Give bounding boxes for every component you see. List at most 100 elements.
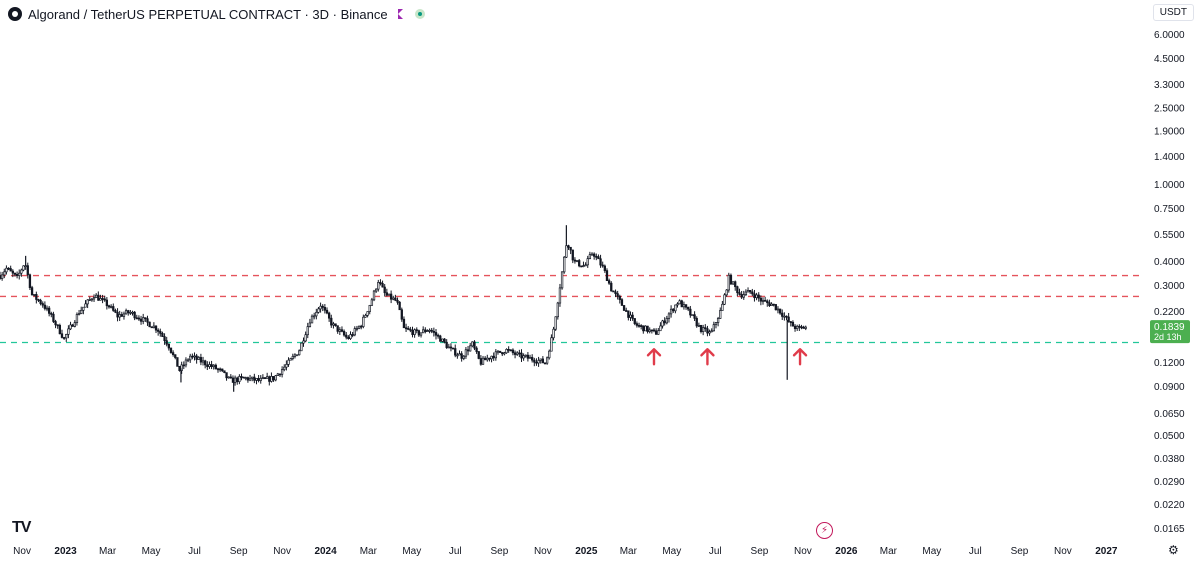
candle-body — [144, 317, 147, 320]
bolt-icon[interactable]: ⚡ — [816, 522, 833, 539]
candle-body — [221, 368, 224, 372]
candle-body — [593, 253, 596, 257]
candle-body — [58, 324, 61, 335]
candle-body — [189, 355, 192, 361]
candle-body — [744, 291, 748, 295]
candle-body — [746, 290, 750, 293]
candle-body — [755, 294, 758, 299]
candle-body — [178, 366, 181, 372]
candle-body — [22, 265, 25, 271]
candle-body — [372, 290, 376, 301]
candle-body — [347, 336, 350, 340]
candle-body — [11, 270, 14, 274]
x-tick-label: May — [922, 546, 941, 557]
candle-body — [154, 325, 158, 331]
candle-body — [413, 329, 416, 335]
symbol-title[interactable]: Algorand / TetherUS PERPETUAL CONTRACT ·… — [28, 6, 388, 22]
candle-body — [456, 354, 459, 357]
x-tick-label: Jul — [709, 546, 722, 557]
candle-body — [603, 265, 606, 271]
candle-body — [648, 329, 651, 332]
candle-body — [227, 376, 230, 379]
candle-body — [45, 307, 49, 310]
candle-body — [302, 340, 305, 344]
candle-body — [753, 293, 756, 299]
candle-body — [441, 338, 444, 342]
candle-body — [9, 268, 12, 272]
candle-body — [259, 377, 262, 381]
candle-body — [680, 300, 683, 308]
candle-body — [599, 258, 602, 266]
candle-body — [507, 348, 510, 351]
tradingview-logo[interactable]: TV — [12, 519, 31, 536]
candle-body — [253, 376, 256, 381]
candle-body — [721, 303, 724, 311]
candle-body — [490, 355, 493, 360]
candle-body — [633, 318, 636, 324]
candle-body — [246, 377, 250, 381]
candle-body — [464, 349, 468, 357]
x-tick-label: Mar — [620, 546, 638, 557]
candle-body — [430, 329, 433, 332]
candle-body — [75, 314, 79, 323]
candle-body — [24, 265, 27, 267]
candle-body — [71, 324, 74, 327]
candle-body — [377, 282, 380, 290]
candle-body — [571, 249, 574, 261]
candle-body — [443, 338, 446, 343]
candle-body — [251, 376, 254, 379]
candle-body — [695, 318, 698, 327]
candle-body — [486, 357, 489, 361]
candle-body — [319, 305, 322, 310]
candle-body — [432, 330, 436, 333]
candle-body — [101, 298, 104, 300]
candle-body — [206, 364, 209, 367]
x-tick-label: Sep — [1011, 546, 1029, 557]
candle-body — [216, 368, 220, 371]
candle-body — [287, 359, 290, 365]
candle-body — [659, 325, 662, 332]
candle-body — [385, 292, 388, 296]
flag-icon[interactable] — [397, 9, 403, 19]
x-tick-label: May — [142, 546, 161, 557]
candle-body — [768, 302, 771, 306]
candle-body — [804, 326, 807, 329]
candle-body — [409, 328, 412, 331]
candle-body — [516, 352, 519, 355]
y-tick-label: 0.0650 — [1154, 409, 1185, 420]
candle-body — [774, 304, 777, 311]
candle-body — [669, 308, 673, 315]
candle-body — [518, 352, 521, 355]
candle-body — [424, 329, 427, 332]
candle-body — [466, 349, 470, 352]
candle-body — [122, 313, 126, 317]
settings-gear-icon[interactable]: ⚙ — [1168, 543, 1179, 557]
candle-body — [218, 368, 222, 371]
candle-body — [340, 329, 344, 332]
candle-body — [165, 340, 168, 345]
candle-body — [0, 274, 4, 279]
candle-body — [381, 283, 384, 288]
candle-body — [789, 321, 792, 323]
candle-body — [749, 290, 752, 293]
candle-body — [539, 358, 542, 361]
candle-body — [531, 356, 534, 361]
x-tick-label: Nov — [13, 546, 31, 557]
candle-body — [734, 281, 737, 288]
candle-body — [15, 273, 19, 276]
x-tick-label: Nov — [1054, 546, 1072, 557]
candle-body — [607, 280, 611, 284]
candle-body — [180, 364, 183, 372]
candle-body — [280, 369, 284, 375]
currency-selector[interactable]: USDT — [1152, 4, 1194, 21]
candle-body — [139, 318, 143, 322]
y-tick-label: 6.0000 — [1154, 30, 1185, 41]
candle-body — [295, 354, 299, 357]
candle-body — [3, 271, 6, 276]
candle-body — [706, 328, 709, 334]
candle-body — [400, 309, 403, 320]
candle-body — [537, 360, 540, 364]
candle-body — [597, 256, 600, 260]
candle-body — [565, 245, 568, 258]
